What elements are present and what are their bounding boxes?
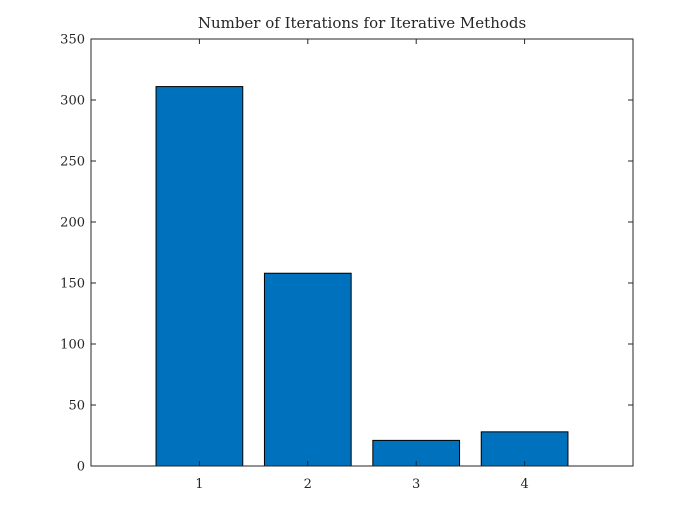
x-tick-label: 3 [412, 477, 420, 492]
x-tick-label: 4 [520, 477, 528, 492]
chart-title: Number of Iterations for Iterative Metho… [198, 14, 526, 32]
bars-layer [155, 86, 569, 467]
y-tick-label: 0 [77, 460, 85, 475]
plot-frame [90, 38, 634, 467]
bar-2 [263, 272, 352, 467]
y-tick-label: 150 [60, 277, 85, 292]
ticks-layer: 0 50 100 150 200 250 300 350 1 2 3 4 [60, 33, 633, 492]
x-tick-label: 1 [195, 477, 203, 492]
y-tick-label: 50 [68, 399, 85, 414]
y-tick-label: 200 [60, 216, 85, 231]
y-tick-label: 250 [60, 155, 85, 170]
y-tick-label: 100 [60, 338, 85, 353]
bar-4 [480, 431, 569, 467]
bar-1 [155, 86, 244, 467]
y-tick-label: 300 [60, 94, 85, 109]
y-tick-label: 350 [60, 33, 85, 48]
x-tick-label: 2 [304, 477, 312, 492]
